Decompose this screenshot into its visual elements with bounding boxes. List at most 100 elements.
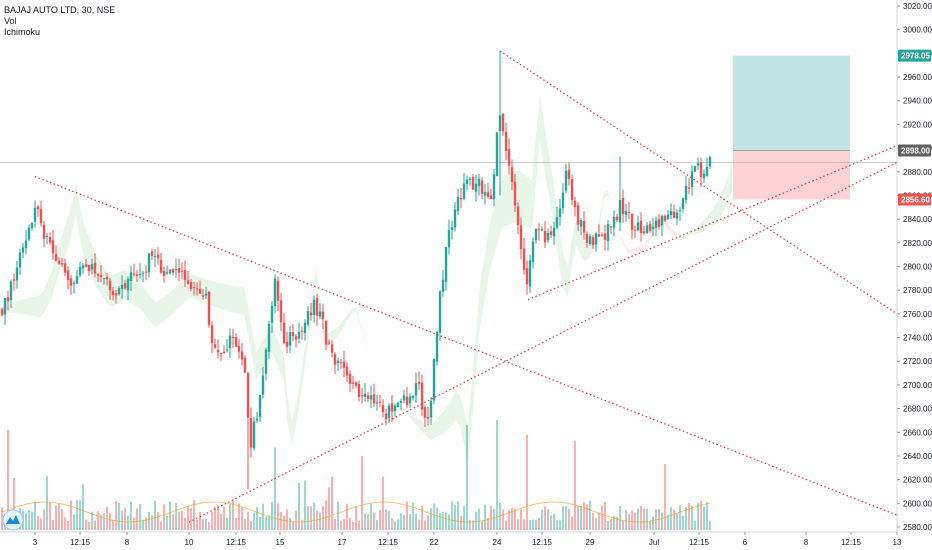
volume-bar: [574, 440, 576, 530]
stop-price-badge[interactable]: [898, 193, 931, 206]
volume-bar: [415, 513, 417, 530]
candle-body: [51, 240, 55, 254]
ichimoku-cloud-segment: [504, 174, 508, 227]
candle-body: [675, 212, 679, 219]
candle-body: [705, 166, 709, 176]
ichimoku-cloud-segment: [256, 345, 260, 381]
volume-bar: [382, 476, 384, 530]
ichimoku-cloud-segment: [588, 239, 592, 260]
loss-zone[interactable]: [733, 150, 850, 200]
candle-body: [657, 219, 661, 227]
volume-bar: [703, 506, 705, 530]
ichimoku-cloud-segment: [616, 230, 620, 239]
candle-body: [270, 305, 274, 323]
volume-bar: [535, 519, 537, 530]
volume-bar: [283, 515, 285, 530]
candle-body: [693, 166, 697, 172]
time-tick-label: 6: [743, 538, 748, 547]
candle-body: [402, 395, 406, 401]
candle-body: [264, 349, 268, 374]
volume-bar: [139, 504, 141, 530]
candle-body: [3, 298, 7, 315]
volume-bar: [370, 503, 372, 530]
ichimoku-cloud-segment: [24, 298, 28, 315]
candle-body: [213, 344, 217, 348]
candle-body: [375, 402, 379, 404]
volume-bar: [175, 502, 177, 530]
trend-line[interactable]: [499, 50, 898, 315]
candle-body: [654, 220, 658, 228]
candle-body: [306, 310, 310, 325]
candle-body: [486, 192, 490, 197]
ichimoku-cloud-segment: [604, 190, 608, 199]
time-tick-label: 22: [430, 538, 439, 547]
candle-body: [48, 237, 52, 243]
volume-bar: [160, 521, 162, 530]
ichimoku-cloud-segment: [72, 182, 76, 233]
ichimoku-cloud-segment: [716, 196, 720, 223]
ichimoku-cloud-segment: [388, 389, 392, 396]
volume-bar: [412, 502, 414, 530]
price-tick-label: 3020.00: [903, 2, 932, 11]
volume-bar: [604, 501, 606, 530]
candle-body: [108, 280, 112, 291]
trend-line[interactable]: [188, 161, 898, 523]
volume-bar: [202, 519, 204, 530]
candle-body: [426, 416, 430, 419]
ichimoku-cloud-segment: [176, 283, 180, 311]
candle-body: [573, 200, 577, 208]
volume-bar: [463, 506, 465, 530]
candle-body: [87, 265, 91, 272]
volume-bar: [691, 505, 693, 530]
volume-bar: [442, 511, 444, 530]
candle-body: [390, 403, 394, 412]
ichimoku-cloud-segment: [500, 176, 504, 235]
ichimoku-cloud-segment: [448, 398, 452, 430]
candle-body: [570, 179, 574, 200]
candle-body: [642, 231, 646, 234]
candle-body: [555, 217, 559, 228]
volume-bar: [70, 500, 72, 530]
candle-body: [339, 362, 343, 364]
current-price-badge-label: 2898.00: [901, 146, 930, 155]
candle-body: [57, 260, 61, 264]
ichimoku-cloud-segment: [272, 325, 276, 362]
volume-bar: [271, 502, 273, 530]
candle-body: [639, 220, 643, 233]
logo-badge[interactable]: [2, 509, 24, 531]
candle-body: [408, 396, 412, 404]
candle-body: [63, 263, 67, 273]
volume-bar: [337, 501, 339, 530]
ichimoku-cloud-segment: [304, 324, 308, 374]
profit-zone[interactable]: [733, 55, 850, 151]
candle-body: [336, 360, 340, 364]
volume-bar: [334, 518, 336, 530]
candle-body: [465, 179, 469, 184]
ichimoku-cloud-segment: [44, 280, 48, 314]
volume-bar: [469, 519, 471, 530]
candle-body: [354, 382, 358, 386]
ichimoku-cloud-segment: [624, 242, 628, 253]
volume-bar: [556, 520, 558, 530]
ichimoku-cloud-segment: [296, 380, 300, 427]
ichimoku-cloud-segment: [692, 227, 696, 235]
price-tick-label: 2680.00: [903, 405, 932, 414]
candle-body: [75, 276, 79, 284]
candle-body: [207, 291, 211, 326]
candle-body: [645, 225, 649, 234]
volume-bar: [451, 501, 453, 530]
ichimoku-cloud-segment: [84, 224, 88, 268]
volume-bar: [640, 505, 642, 530]
ichimoku-cloud-segment: [172, 287, 176, 315]
candle-body: [114, 293, 118, 296]
volume-bar: [550, 515, 552, 530]
volume-bar: [94, 520, 96, 530]
volume-bar: [541, 509, 543, 530]
ichimoku-cloud-segment: [140, 280, 144, 314]
trend-line[interactable]: [527, 145, 898, 301]
target-price-badge[interactable]: [898, 49, 931, 62]
volume-bar: [208, 521, 210, 530]
current-price-badge[interactable]: [898, 144, 931, 157]
